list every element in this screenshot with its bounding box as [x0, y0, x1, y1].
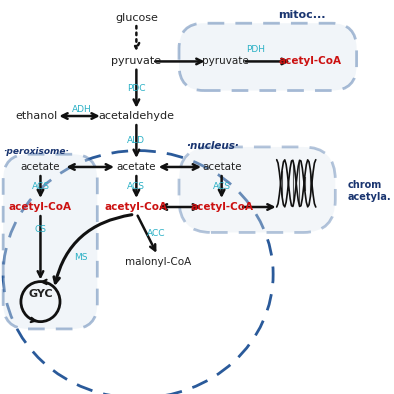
Text: ACC: ACC [147, 229, 165, 238]
FancyBboxPatch shape [179, 147, 335, 232]
Text: ·peroxisome·: ·peroxisome· [3, 147, 69, 156]
Text: acetyla.: acetyla. [348, 192, 391, 202]
Text: mitoc...: mitoc... [279, 11, 326, 20]
Text: CS: CS [34, 225, 46, 234]
Text: ALD: ALD [127, 136, 145, 145]
Text: glucose: glucose [115, 13, 158, 23]
Text: acetyl-CoA: acetyl-CoA [190, 202, 253, 212]
Text: pyruvate: pyruvate [112, 56, 162, 67]
Text: pyruvate: pyruvate [202, 56, 249, 67]
Text: chrom: chrom [348, 180, 382, 190]
Text: PDC: PDC [127, 84, 146, 93]
FancyBboxPatch shape [3, 154, 97, 329]
Text: ADH: ADH [71, 105, 91, 114]
Text: acetate: acetate [117, 162, 156, 172]
Text: ACS: ACS [32, 182, 50, 191]
Text: ACS: ACS [213, 182, 230, 191]
Text: acetate: acetate [21, 162, 60, 172]
Text: GYC: GYC [28, 289, 53, 299]
Text: acetyl-CoA: acetyl-CoA [9, 202, 72, 212]
Text: PDH: PDH [246, 45, 265, 54]
Text: ACS: ACS [127, 182, 145, 191]
Text: ethanol: ethanol [16, 111, 58, 121]
Text: acetyl-CoA: acetyl-CoA [105, 202, 168, 212]
Text: acetyl-CoA: acetyl-CoA [279, 56, 342, 67]
Text: ·nucleus·: ·nucleus· [186, 141, 239, 152]
Text: acetaldehyde: acetaldehyde [98, 111, 175, 121]
Text: acetate: acetate [202, 162, 242, 172]
Text: MS: MS [74, 253, 88, 262]
FancyBboxPatch shape [179, 23, 357, 91]
Text: malonyl-CoA: malonyl-CoA [125, 256, 191, 267]
